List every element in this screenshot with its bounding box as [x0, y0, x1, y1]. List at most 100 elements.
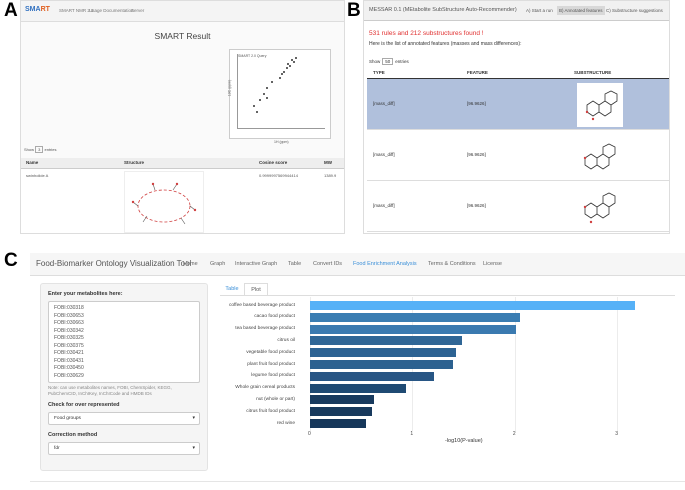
tab-divider: [220, 295, 675, 296]
bar[interactable]: [310, 419, 367, 428]
bar[interactable]: [310, 312, 520, 322]
category-label: vegetable food product: [246, 349, 295, 355]
scatter-point: [295, 57, 297, 59]
bar[interactable]: [310, 395, 374, 405]
plot-y-label: 13C (ppm): [227, 79, 232, 97]
bar[interactable]: [310, 383, 407, 393]
bar[interactable]: [310, 371, 434, 381]
tab-table[interactable]: Table: [225, 286, 239, 292]
category-label: cacao food product: [254, 314, 295, 320]
nav-interactive-graph[interactable]: Interactive Graph: [235, 261, 278, 267]
smart-logo[interactable]: SMART: [25, 6, 50, 13]
table-row: swinholide A 0.9999997569944414 1389.9: [21, 169, 344, 233]
show-entries: Show 50 entries: [369, 58, 409, 65]
results-found-text: 531 rules and 212 substructures found !: [369, 30, 484, 37]
panel-letter-b: B: [347, 0, 361, 21]
panel-letter-a: A: [4, 0, 18, 21]
row-feature: [96.9626]: [467, 203, 486, 208]
metabolites-textarea[interactable]: FOBI:030318 FOBI:030653 FOBI:030663 FOBI…: [48, 301, 200, 383]
messar-brand[interactable]: MESSAR 0.1 (MEtabolite SubStructure Auto…: [369, 7, 517, 13]
scatter-point: [287, 63, 289, 65]
scatter-point: [263, 93, 265, 95]
metabolite-line: FOBI:030421: [54, 350, 84, 356]
category-label: citrus fruit food product: [246, 408, 295, 414]
nav-link-server[interactable]: Server: [131, 8, 145, 13]
show-entries-select[interactable]: 3: [35, 146, 44, 153]
col-mw[interactable]: MW: [324, 160, 332, 165]
check-select-value: Food groups: [54, 416, 81, 421]
scatter-point: [279, 77, 281, 79]
bar[interactable]: [310, 360, 454, 369]
show-entries-select[interactable]: 50: [382, 58, 394, 65]
table-header: TYPE FEATURE SUBSTRUCTURE: [367, 67, 669, 79]
col-type[interactable]: TYPE: [373, 70, 385, 75]
metabolites-label: Enter your metabolites here:: [48, 291, 123, 297]
nav-license[interactable]: License: [483, 261, 502, 267]
bar[interactable]: [310, 324, 516, 334]
row-type: [mass_diff]: [373, 101, 395, 106]
footer-divider: [30, 481, 685, 482]
scatter-point: [256, 111, 258, 113]
nav-terms[interactable]: Terms & Conditions: [428, 261, 476, 267]
row-type: [mass_diff]: [373, 203, 395, 208]
x-tick-label: 3: [615, 431, 619, 437]
bar[interactable]: [310, 348, 457, 358]
category-label: plant fruit food product: [247, 361, 295, 367]
category-label: tea based beverage product: [235, 326, 295, 332]
fobi-brand[interactable]: Food-Biomarker Ontology Visualization To…: [36, 259, 192, 268]
bar[interactable]: [310, 407, 373, 417]
metabolite-line: FOBI:030663: [54, 320, 84, 326]
nav-table[interactable]: Table: [288, 261, 302, 267]
scatter-point: [291, 59, 293, 61]
nmr-scatter-plot: SMART 2.0 Query: [229, 49, 331, 139]
category-label: nut (whole or part): [256, 396, 295, 402]
page-title: SMART Result: [154, 31, 211, 41]
fobi-navbar: Food-Biomarker Ontology Visualization To…: [30, 253, 685, 276]
scatter-point: [253, 105, 255, 107]
tab-annotated-features[interactable]: B) Annotated features: [557, 6, 605, 15]
metabolite-line: FOBI:030450: [54, 365, 84, 371]
table-row[interactable]: [mass_diff] [96.9626]: [367, 181, 669, 232]
bar[interactable]: [310, 336, 462, 346]
nav-graph[interactable]: Graph: [210, 261, 226, 267]
x-tick-label: 0: [308, 431, 311, 437]
col-feature[interactable]: FEATURE: [467, 70, 488, 75]
check-label: Check for over represented: [48, 402, 120, 408]
nav-food-enrichment[interactable]: Food Enrichment Analysis: [353, 261, 417, 267]
category-label: legume food product: [251, 373, 295, 379]
metabolite-line: FOBI:030629: [54, 372, 84, 379]
metabolite-line: FOBI:030342: [54, 327, 84, 334]
bar[interactable]: [310, 301, 635, 310]
correction-select[interactable]: fdr ▾: [48, 442, 200, 455]
tab-substructure-suggestions[interactable]: C) Substructure suggestions: [606, 8, 663, 13]
col-substructure[interactable]: SUBSTRUCTURE: [574, 70, 612, 75]
col-cosine-score[interactable]: Cosine score: [259, 160, 288, 165]
scatter-point: [286, 67, 288, 69]
metabolite-line: FOBI:030653: [54, 312, 84, 319]
tab-start-run[interactable]: A) Start a run: [526, 8, 553, 13]
scatter-point: [293, 61, 295, 63]
x-tick-label: 2: [512, 431, 516, 437]
nav-home[interactable]: Home: [183, 261, 198, 267]
gridline: [514, 297, 516, 431]
nav-link-usage-docs[interactable]: Usage Documentation: [89, 8, 134, 13]
check-select[interactable]: Food groups ▾: [48, 412, 200, 425]
table-row[interactable]: [mass_diff] [96.9626]: [367, 79, 669, 130]
row-cosine-score: 0.9999997569944414: [259, 173, 298, 178]
nav-link-smart-nmr[interactable]: SMART NMR 2.1: [59, 8, 94, 13]
col-structure[interactable]: Structure: [124, 160, 145, 165]
messar-panel: MESSAR 0.1 (MEtabolite SubStructure Auto…: [363, 0, 670, 234]
col-name[interactable]: Name: [26, 160, 39, 165]
table-header: Name Structure Cosine score MW: [21, 158, 344, 169]
scatter-point: [266, 97, 268, 99]
tab-plot[interactable]: Plot: [244, 283, 268, 296]
panel-letter-c: C: [4, 250, 18, 271]
table-row[interactable]: [mass_diff] [96.9626]: [367, 130, 669, 181]
smart-panel: SMART SMART NMR 2.1 Usage Documentation …: [20, 0, 345, 234]
scatter-point: [271, 81, 273, 83]
plot-x-axis: [237, 128, 325, 129]
category-label: red wine: [276, 420, 295, 426]
nav-convert-ids[interactable]: Convert IDs: [313, 261, 343, 267]
smart-navbar: SMART SMART NMR 2.1 Usage Documentation …: [21, 1, 344, 22]
input-sidebar: Enter your metabolites here: FOBI:030318…: [40, 283, 208, 471]
